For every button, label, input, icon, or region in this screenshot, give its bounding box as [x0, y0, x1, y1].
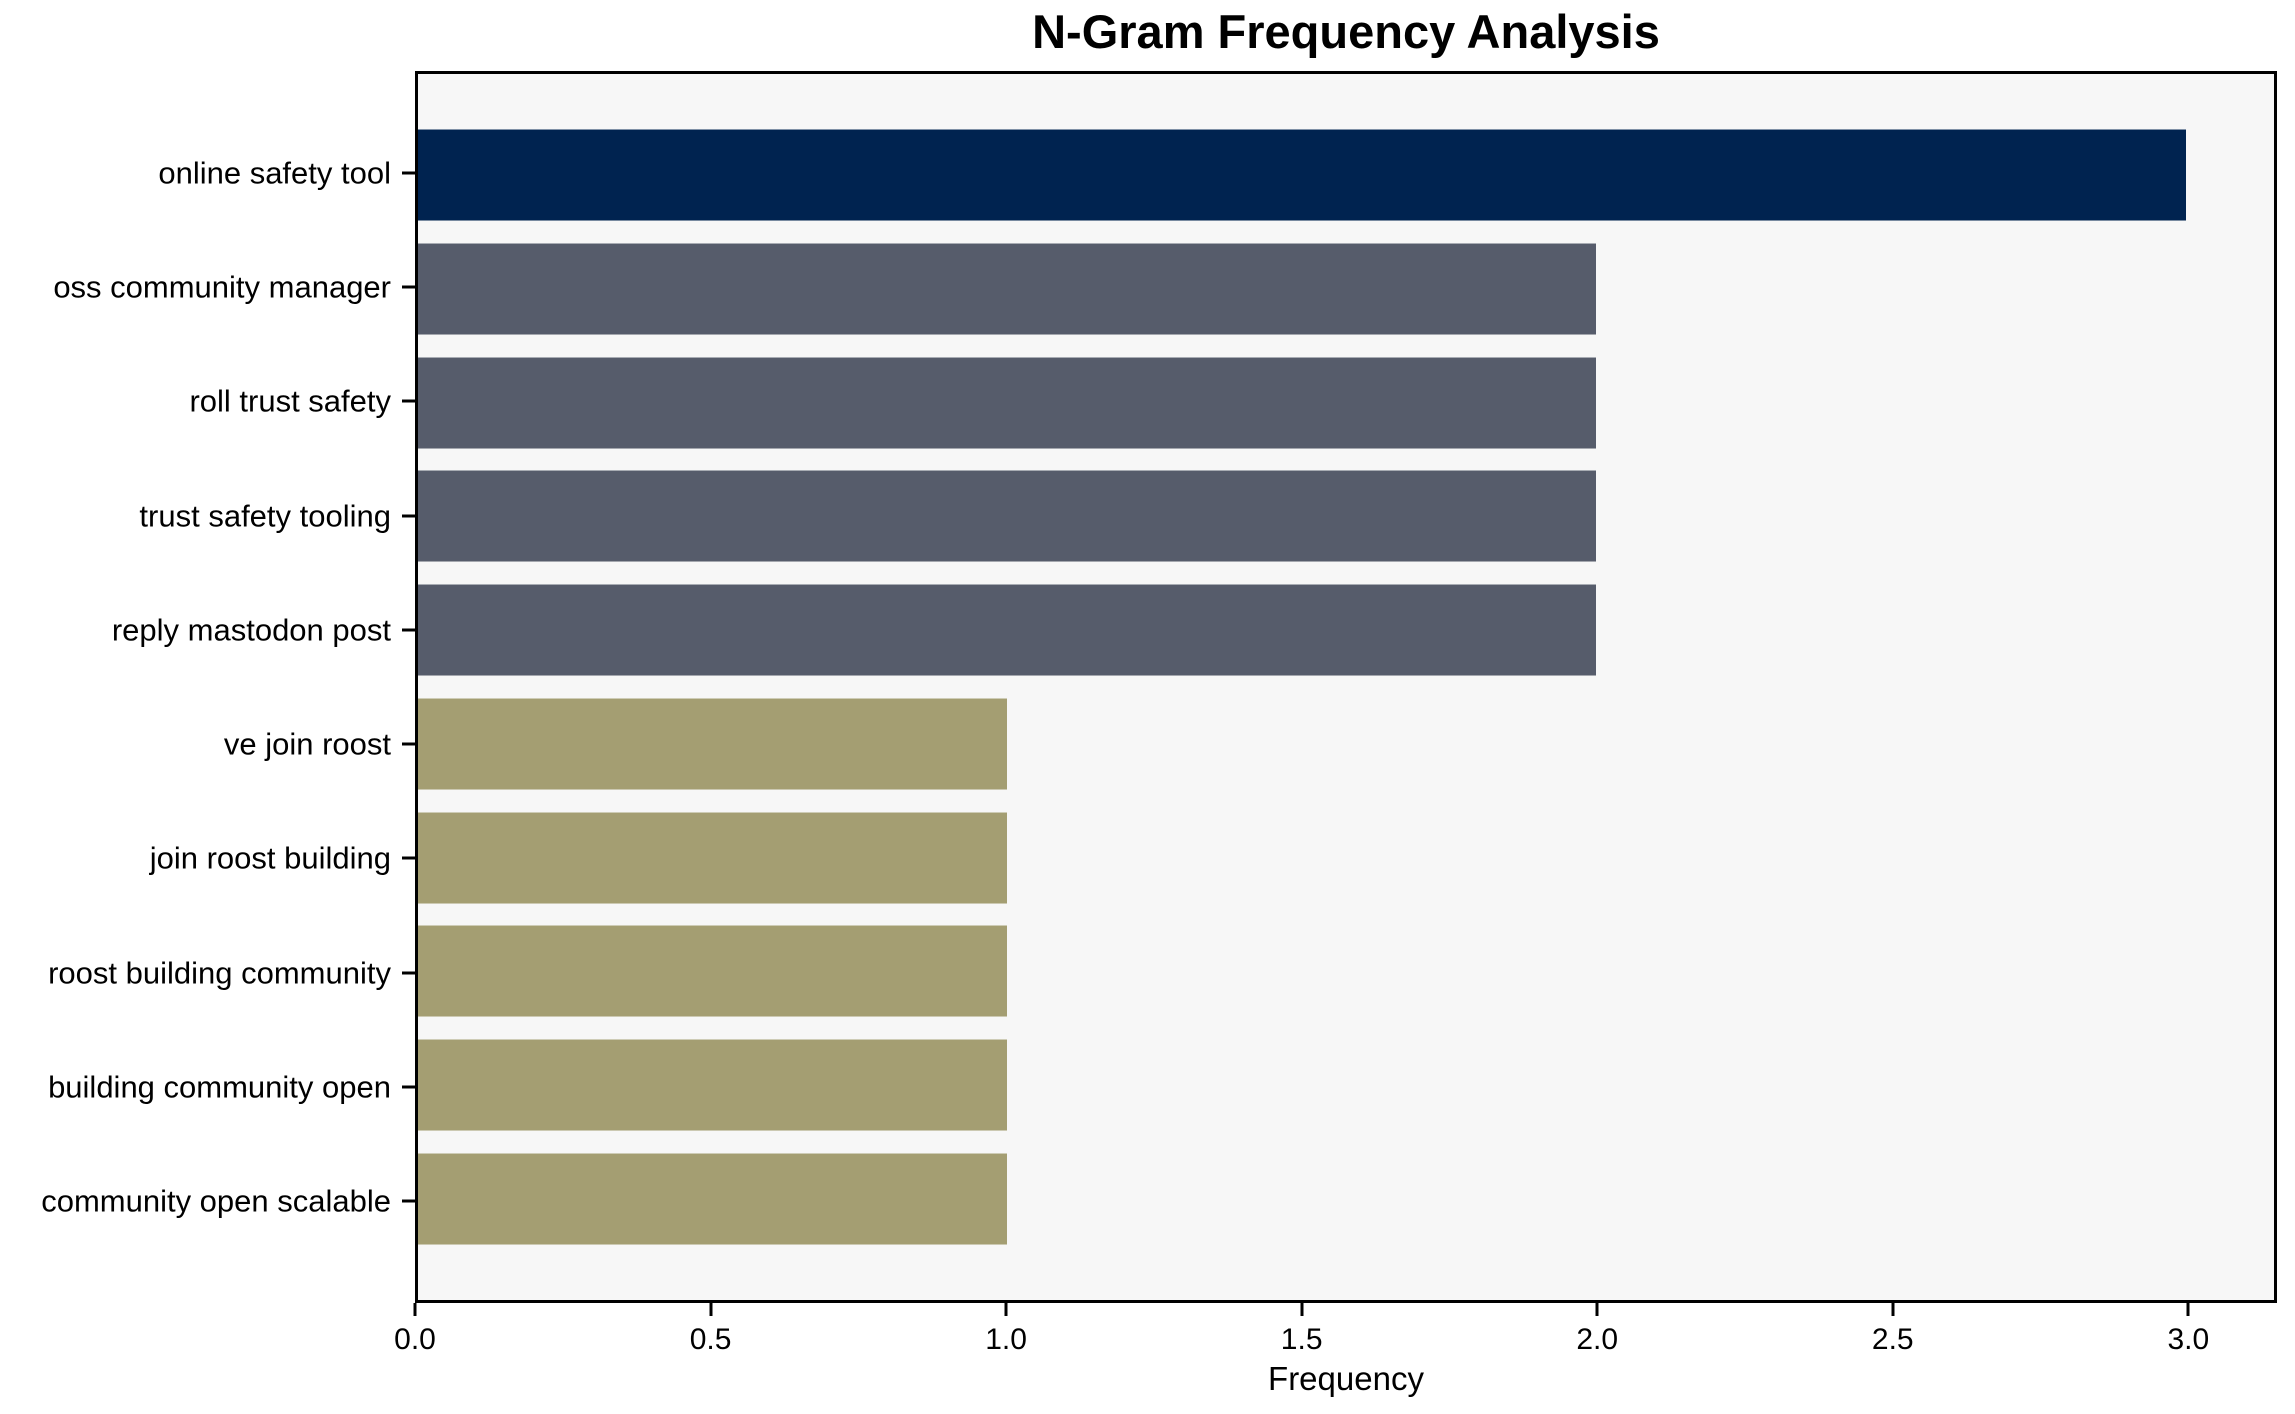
y-tick-label: trust safety tooling [139, 498, 391, 534]
y-tick-label: building community open [48, 1069, 391, 1105]
plot-area [415, 71, 2277, 1303]
y-tick-label: oss community manager [53, 269, 391, 305]
bar [418, 925, 1008, 1017]
x-tick-mark [1891, 1303, 1895, 1316]
x-tick-label: 0.0 [394, 1323, 436, 1356]
y-tick-label: reply mastodon post [111, 612, 391, 648]
x-tick-label: 0.5 [689, 1323, 732, 1356]
x-axis: 0.0 0.5 1.0 1.5 2.0 2.5 3.0 [394, 1303, 2277, 1363]
x-tick-label: 2.5 [1871, 1323, 1914, 1356]
bar [418, 584, 1597, 676]
y-tick-mark [402, 285, 415, 289]
bar [418, 129, 2186, 221]
bar [418, 812, 1008, 904]
y-tick-label: roll trust safety [189, 383, 391, 419]
x-tick-label: 2.0 [1576, 1323, 1619, 1356]
y-tick-mark [402, 399, 415, 403]
y-tick-mark [402, 742, 415, 746]
y-tick-label: join roost building [149, 840, 391, 876]
y-tick-mark [402, 971, 415, 975]
bar [418, 357, 1597, 449]
y-tick-label: community open scalable [41, 1183, 391, 1219]
x-axis-label: Frequency [1268, 1360, 1424, 1397]
y-tick-label: online safety tool [158, 155, 391, 191]
y-tick-label: roost building community [48, 955, 391, 991]
chart-title: N-Gram Frequency Analysis [1032, 5, 1660, 58]
bar [418, 243, 1597, 335]
x-tick-label: 3.0 [2167, 1323, 2210, 1356]
x-tick-mark [1595, 1303, 1599, 1316]
x-tick-mark [709, 1303, 713, 1316]
y-tick-label: ve join roost [223, 726, 391, 762]
bar [418, 698, 1008, 790]
y-tick-mark [402, 1199, 415, 1203]
x-tick-mark [413, 1303, 417, 1316]
x-tick-mark [2186, 1303, 2190, 1316]
y-tick-mark [402, 628, 415, 632]
y-tick-mark [402, 514, 415, 518]
x-tick-mark [1004, 1303, 1008, 1316]
y-tick-mark [402, 171, 415, 175]
bar [418, 1153, 1008, 1245]
bar [418, 1039, 1008, 1131]
x-tick-label: 1.0 [985, 1323, 1027, 1356]
y-tick-mark [402, 856, 415, 860]
x-tick-label: 1.5 [1280, 1323, 1323, 1356]
y-tick-mark [402, 1085, 415, 1089]
x-tick-mark [1300, 1303, 1304, 1316]
y-axis: online safety tool oss community manager r… [0, 71, 415, 1303]
bar [418, 470, 1597, 562]
